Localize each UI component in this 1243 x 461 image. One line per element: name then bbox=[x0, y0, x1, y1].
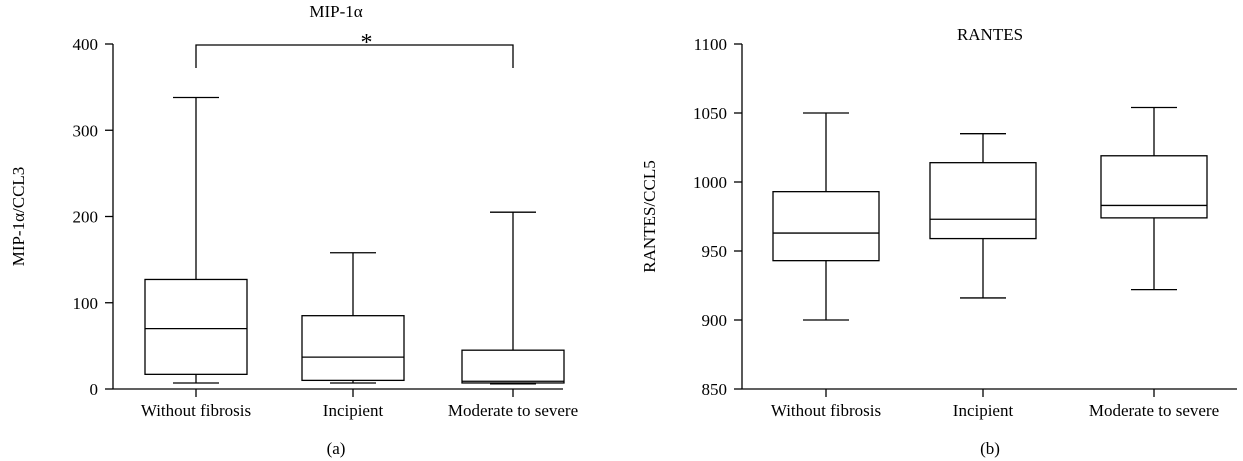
y-tick-label: 300 bbox=[73, 121, 99, 140]
box-iqr bbox=[929, 162, 1037, 240]
x-tick-label: Moderate to severe bbox=[1089, 401, 1219, 420]
x-tick-label: Without fibrosis bbox=[141, 401, 251, 420]
box-iqr bbox=[1100, 155, 1208, 219]
y-tick-label: 850 bbox=[702, 380, 728, 399]
box-iqr bbox=[301, 315, 405, 382]
panel-a: 0 100 200 300 400 MIP-1α/CCL3 MIP-1α Without fi… bbox=[9, 2, 578, 458]
y-tick-label: 200 bbox=[73, 208, 99, 227]
box-iqr bbox=[144, 278, 248, 375]
y-tick-label: 1050 bbox=[693, 104, 727, 123]
panel-label: (a) bbox=[327, 439, 346, 458]
y-tick-label: 0 bbox=[90, 380, 99, 399]
x-tick-label: Incipient bbox=[323, 401, 384, 420]
chart-title: RANTES bbox=[957, 25, 1023, 44]
x-tick-label: Without fibrosis bbox=[771, 401, 881, 420]
y-tick-label: 400 bbox=[73, 35, 99, 54]
y-tick-label: 1000 bbox=[693, 173, 727, 192]
box-iqr bbox=[461, 349, 565, 384]
y-axis-label: MIP-1α/CCL3 bbox=[9, 167, 28, 267]
y-tick-label: 1100 bbox=[694, 35, 727, 54]
panel-label: (b) bbox=[980, 439, 1000, 458]
y-tick-label: 950 bbox=[702, 242, 728, 261]
y-tick-label: 900 bbox=[702, 311, 728, 330]
x-tick-label: Moderate to severe bbox=[448, 401, 578, 420]
x-tick-label: Incipient bbox=[953, 401, 1014, 420]
box-iqr bbox=[772, 191, 880, 262]
significance-bracket bbox=[195, 44, 514, 68]
significance-marker: * bbox=[361, 30, 373, 56]
panel-b: 850 900 950 1000 1050 1100 RANTES/CCL5 RANTES Wi… bbox=[640, 25, 1237, 458]
chart-title: MIP-1α bbox=[309, 2, 362, 21]
y-tick-label: 100 bbox=[73, 294, 99, 313]
y-axis-label: RANTES/CCL5 bbox=[640, 160, 659, 272]
